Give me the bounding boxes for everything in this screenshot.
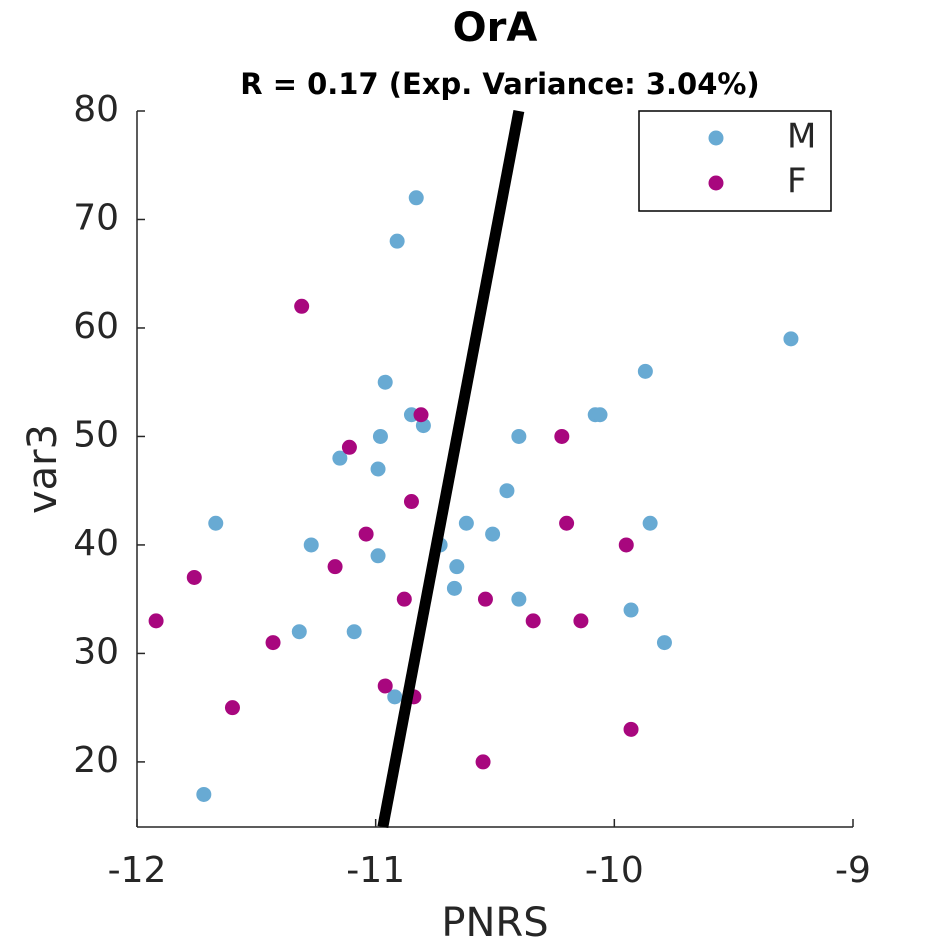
point [370, 461, 386, 477]
point [656, 635, 672, 651]
point [408, 190, 424, 206]
point [341, 439, 357, 455]
point [186, 569, 202, 585]
point [332, 450, 348, 466]
point [623, 721, 639, 737]
point [559, 515, 575, 531]
point [458, 515, 474, 531]
point [637, 363, 653, 379]
y-tick-label: 50 [73, 414, 119, 455]
point [377, 374, 393, 390]
point [485, 526, 501, 542]
point [511, 428, 527, 444]
y-tick-label: 70 [73, 197, 119, 238]
point [346, 624, 362, 640]
point [499, 483, 515, 499]
point [327, 559, 343, 575]
point [477, 591, 493, 607]
legend-label: F [787, 162, 807, 202]
point [396, 591, 412, 607]
point [623, 602, 639, 618]
y-tick-label: 80 [73, 89, 119, 130]
x-tick-label: -11 [346, 850, 405, 891]
point [573, 613, 589, 629]
y-tick-label: 30 [73, 631, 119, 672]
point [511, 591, 527, 607]
point [554, 428, 570, 444]
point [303, 537, 319, 553]
point [291, 624, 307, 640]
x-axis-label: PNRS [441, 900, 548, 945]
y-axis-label: var3 [20, 424, 66, 514]
point [377, 678, 393, 694]
y-tick-label: 20 [73, 740, 119, 781]
point [387, 689, 403, 705]
x-tick-label: -10 [585, 850, 644, 891]
point [642, 515, 658, 531]
x-tick-label: -12 [108, 850, 167, 891]
point [783, 331, 799, 347]
point [196, 786, 212, 802]
legend-marker [708, 130, 724, 146]
point [208, 515, 224, 531]
legend-marker [708, 175, 724, 191]
point [294, 298, 310, 314]
point [358, 526, 374, 542]
point [592, 407, 608, 423]
point [618, 537, 634, 553]
point [403, 494, 419, 510]
legend-label: M [787, 117, 816, 157]
point [413, 407, 429, 423]
y-tick-label: 40 [73, 523, 119, 564]
point [475, 754, 491, 770]
point [446, 580, 462, 596]
point [224, 700, 240, 716]
point [265, 635, 281, 651]
fit-line [377, 109, 525, 829]
point [370, 548, 386, 564]
point [148, 613, 164, 629]
point [525, 613, 541, 629]
chart-title: OrA [453, 5, 538, 51]
chart-subtitle: R = 0.17 (Exp. Variance: 3.04%) [240, 67, 759, 101]
y-tick-label: 60 [73, 306, 119, 347]
point [372, 428, 388, 444]
point [389, 233, 405, 249]
x-tick-label: -9 [835, 850, 871, 891]
point [449, 559, 465, 575]
legend-box [638, 110, 832, 212]
